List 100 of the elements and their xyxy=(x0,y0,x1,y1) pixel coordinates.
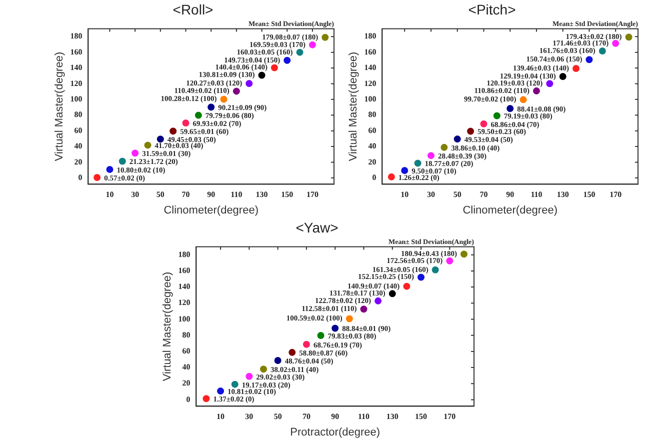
x-tick-label: 110 xyxy=(358,412,370,422)
x-tick-label: 150 xyxy=(415,412,428,422)
y-tick-label: 160 xyxy=(178,266,190,276)
y-tick-label: 160 xyxy=(70,47,82,56)
point xyxy=(246,80,253,88)
x-tick-label: 170 xyxy=(306,190,318,200)
y-axis-title: Virtual Master(degree) xyxy=(54,52,66,162)
x-tick-label: 110 xyxy=(530,190,542,200)
point xyxy=(414,160,422,167)
x-tick-label: 30 xyxy=(426,190,435,200)
point xyxy=(182,120,190,127)
x-tick-label: 30 xyxy=(131,190,140,200)
point xyxy=(572,64,580,72)
point xyxy=(132,150,139,157)
y-tick-label: 0 xyxy=(372,172,376,182)
chart-title: <Pitch> xyxy=(468,1,516,18)
point xyxy=(288,348,296,356)
y-tick-label: 20 xyxy=(368,157,376,166)
y-tick-label: 40 xyxy=(182,362,190,372)
x-tick-label: 50 xyxy=(274,412,282,422)
point xyxy=(586,56,593,64)
y-tick-label: 140 xyxy=(364,63,376,72)
y-axis-title: Virtual Master(degree) xyxy=(348,52,360,162)
y-tick-label: 120 xyxy=(178,298,190,308)
x-tick-label: 50 xyxy=(453,190,462,200)
point xyxy=(460,250,468,258)
x-axis-title: Protractor(degree) xyxy=(290,426,380,438)
x-axis-title: Clinometer(degree) xyxy=(164,204,258,216)
point xyxy=(322,34,329,41)
point xyxy=(427,152,434,160)
point xyxy=(246,372,253,380)
x-tick-label: 10 xyxy=(216,412,225,422)
y-tick-label: 180 xyxy=(364,32,376,41)
point xyxy=(202,395,210,402)
y-tick-label: 180 xyxy=(178,250,190,259)
point xyxy=(308,41,316,48)
y-tick-label: 60 xyxy=(74,126,82,135)
x-tick-label: 90 xyxy=(506,190,514,200)
point xyxy=(360,306,368,313)
point xyxy=(208,104,215,111)
y-tick-label: 40 xyxy=(368,142,376,151)
x-tick-label: 130 xyxy=(556,190,569,200)
point xyxy=(231,380,238,388)
y-tick-label: 100 xyxy=(364,94,376,104)
point xyxy=(94,174,101,181)
x-tick-label: 170 xyxy=(610,190,622,200)
point xyxy=(156,136,164,143)
point xyxy=(401,166,408,174)
point xyxy=(232,88,240,95)
point xyxy=(480,120,488,128)
point xyxy=(258,72,266,79)
y-tick-label: 120 xyxy=(364,78,376,88)
point xyxy=(625,34,632,41)
y-tick-label: 140 xyxy=(70,63,82,72)
point xyxy=(418,274,425,281)
point xyxy=(317,332,324,339)
point xyxy=(493,112,500,120)
point xyxy=(388,173,395,180)
y-tick-label: 140 xyxy=(178,282,190,292)
y-tick-label: 20 xyxy=(182,378,190,388)
y-tick-label: 20 xyxy=(74,157,82,166)
y-tick-label: 60 xyxy=(368,126,376,135)
x-tick-label: 130 xyxy=(256,190,268,200)
y-axis-title: Virtual Master(degree) xyxy=(162,272,174,382)
x-tick-label: 90 xyxy=(207,190,216,200)
y-tick-label: 80 xyxy=(182,330,190,340)
y-tick-label: 80 xyxy=(74,110,82,120)
point xyxy=(467,128,474,135)
x-tick-label: 50 xyxy=(156,190,164,200)
y-tick-label: 100 xyxy=(178,314,190,324)
y-tick-label: 0 xyxy=(186,394,190,404)
point xyxy=(274,357,282,364)
point xyxy=(559,73,566,80)
x-tick-label: 30 xyxy=(245,412,254,422)
y-tick-label: 0 xyxy=(78,172,82,182)
x-tick-label: 170 xyxy=(444,412,456,422)
x-tick-label: 10 xyxy=(400,190,409,200)
y-tick-label: 60 xyxy=(182,346,190,356)
point xyxy=(118,158,126,165)
point xyxy=(546,80,554,88)
point xyxy=(284,56,291,64)
point xyxy=(170,128,177,135)
point xyxy=(217,388,224,395)
point xyxy=(432,266,439,274)
x-tick-label: 130 xyxy=(386,412,398,422)
y-tick-label: 160 xyxy=(364,47,376,56)
x-tick-label: 150 xyxy=(281,190,294,200)
point xyxy=(374,297,382,304)
x-tick-label: 70 xyxy=(302,412,310,422)
point xyxy=(332,324,339,332)
x-tick-label: 10 xyxy=(106,190,114,200)
point xyxy=(520,96,527,104)
x-tick-label: 150 xyxy=(583,190,596,200)
x-tick-label: 70 xyxy=(480,190,488,200)
y-tick-label: 100 xyxy=(70,94,82,104)
point xyxy=(302,340,310,348)
point xyxy=(440,144,448,151)
x-tick-label: 90 xyxy=(331,412,340,422)
chart-title: <Roll> xyxy=(172,1,214,18)
x-tick-label: 110 xyxy=(230,190,242,200)
